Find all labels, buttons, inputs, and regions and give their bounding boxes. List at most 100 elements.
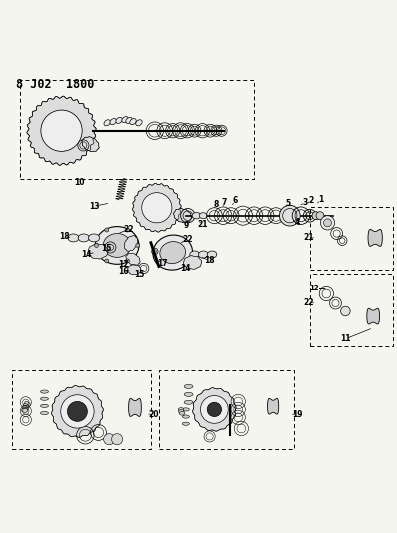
Bar (20, 80, 254, 179)
Ellipse shape (198, 251, 208, 258)
Ellipse shape (136, 120, 142, 126)
Ellipse shape (184, 400, 193, 404)
Ellipse shape (95, 227, 139, 264)
Ellipse shape (78, 234, 89, 242)
Bar (310, 207, 393, 270)
Text: 9: 9 (183, 221, 189, 230)
Ellipse shape (126, 117, 132, 124)
Text: 19: 19 (292, 410, 302, 419)
Ellipse shape (110, 118, 116, 125)
Circle shape (125, 228, 129, 232)
Circle shape (312, 212, 320, 220)
Circle shape (279, 205, 300, 226)
Text: 16: 16 (119, 266, 129, 276)
Polygon shape (368, 230, 382, 246)
Text: 12—: 12— (309, 285, 326, 292)
Circle shape (104, 434, 115, 445)
Text: 5: 5 (285, 199, 290, 208)
Polygon shape (173, 208, 192, 223)
Circle shape (41, 110, 82, 151)
Text: 18: 18 (59, 232, 69, 241)
Ellipse shape (182, 415, 189, 418)
Circle shape (94, 244, 98, 247)
Text: 7: 7 (222, 198, 227, 207)
Text: 3: 3 (302, 198, 308, 207)
Ellipse shape (116, 117, 122, 124)
Polygon shape (133, 183, 181, 232)
Text: 1: 1 (318, 195, 324, 204)
Polygon shape (129, 399, 141, 416)
Polygon shape (127, 264, 141, 274)
Ellipse shape (160, 241, 185, 264)
Ellipse shape (192, 213, 201, 219)
Ellipse shape (103, 233, 131, 257)
Ellipse shape (190, 251, 199, 258)
Ellipse shape (207, 251, 217, 258)
Circle shape (341, 306, 350, 316)
Ellipse shape (184, 384, 193, 389)
Ellipse shape (130, 118, 136, 125)
Ellipse shape (23, 403, 29, 408)
Text: 21: 21 (304, 233, 314, 243)
Circle shape (105, 228, 109, 232)
Ellipse shape (68, 234, 79, 242)
Text: 22: 22 (183, 235, 193, 244)
Text: 14: 14 (181, 264, 191, 273)
Text: 17: 17 (157, 259, 167, 268)
Ellipse shape (104, 120, 110, 126)
Ellipse shape (184, 392, 193, 397)
Ellipse shape (40, 397, 48, 400)
Polygon shape (183, 256, 202, 269)
Text: 18: 18 (204, 256, 215, 265)
Ellipse shape (199, 213, 207, 219)
Text: 22: 22 (123, 225, 133, 234)
Circle shape (105, 259, 109, 263)
Circle shape (207, 402, 222, 417)
Text: 21: 21 (197, 220, 208, 229)
Polygon shape (125, 236, 137, 252)
Polygon shape (126, 253, 140, 265)
Ellipse shape (89, 234, 100, 242)
Circle shape (142, 192, 172, 223)
Ellipse shape (25, 401, 30, 406)
Text: 11: 11 (340, 334, 351, 343)
Circle shape (320, 216, 335, 230)
Text: 13: 13 (89, 201, 100, 211)
Circle shape (61, 395, 94, 428)
Text: 4: 4 (294, 219, 300, 228)
Text: 15: 15 (101, 244, 112, 253)
Ellipse shape (153, 235, 193, 270)
Text: 6: 6 (232, 197, 238, 206)
Text: 14: 14 (81, 250, 92, 259)
Circle shape (112, 434, 123, 445)
Text: 2: 2 (308, 196, 314, 205)
Text: 20: 20 (148, 410, 159, 419)
Bar (159, 370, 294, 449)
Circle shape (136, 244, 140, 247)
Polygon shape (367, 308, 380, 324)
Text: 15: 15 (134, 270, 144, 279)
Ellipse shape (122, 117, 128, 123)
Ellipse shape (182, 408, 189, 411)
Circle shape (200, 395, 228, 423)
Circle shape (316, 212, 324, 220)
Ellipse shape (179, 411, 185, 415)
Text: 12: 12 (118, 260, 128, 269)
Circle shape (67, 401, 87, 421)
Ellipse shape (40, 411, 48, 415)
Ellipse shape (40, 404, 48, 407)
Text: 8 J02  1800: 8 J02 1800 (16, 78, 94, 91)
Bar (310, 274, 393, 346)
Polygon shape (27, 96, 96, 165)
Ellipse shape (182, 422, 189, 425)
Text: 8: 8 (214, 200, 219, 209)
Polygon shape (52, 385, 103, 438)
Ellipse shape (179, 409, 184, 413)
Text: 22: 22 (304, 298, 314, 306)
Text: 10: 10 (74, 178, 85, 187)
Polygon shape (82, 137, 99, 152)
Polygon shape (88, 244, 108, 259)
Ellipse shape (22, 406, 28, 410)
Polygon shape (193, 387, 236, 431)
Ellipse shape (40, 390, 48, 393)
